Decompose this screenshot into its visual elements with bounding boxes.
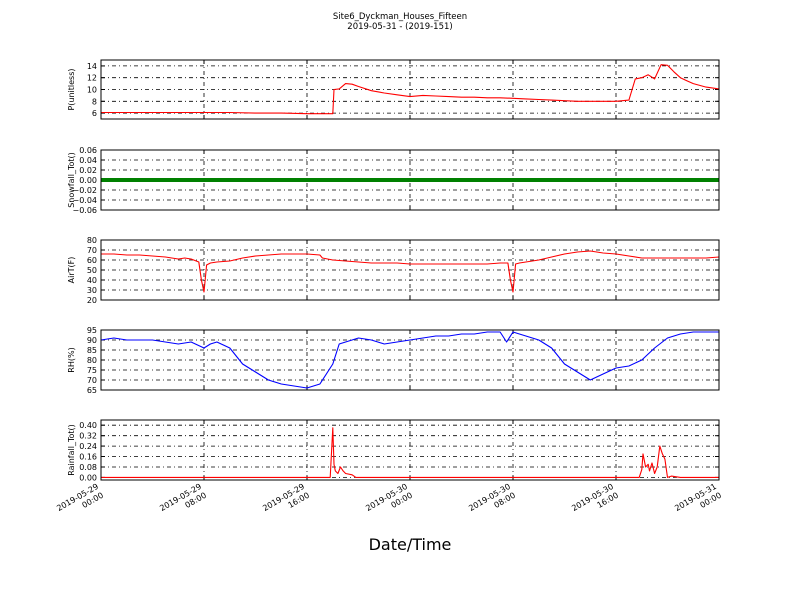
x-tick-label: 2019-05-3000:00 [364,482,414,522]
series-line-1 [101,64,720,115]
y-tick-label: 0.40 [79,421,97,430]
series-line-5 [101,427,719,478]
y-tick-label: 60 [87,256,97,265]
y-axis-label: RH(%) [67,347,76,372]
y-tick-label: 10 [87,86,97,95]
y-tick-label: 0.32 [79,432,97,441]
y-tick-label: 20 [87,296,97,305]
series-line-4 [100,331,719,389]
panel-1: 6 8 10 12 14 P(unitless) [67,59,720,120]
y-axis-label: AirT(F) [67,257,76,284]
x-tick-label: 2019-05-3008:00 [467,482,517,522]
y-tick-label: 70 [87,376,97,385]
y-tick-label: 90 [87,336,97,345]
y-tick-label: 0.08 [79,463,97,472]
axes-frame [100,149,720,211]
y-tick-label: −0.02 [72,186,97,195]
y-tick-label: 65 [87,386,97,395]
x-tick-label: 2019-05-3016:00 [570,482,620,522]
chart-panels: 68101214P(unitless)−0.06−0.04−0.020.000.… [67,59,720,482]
x-tick-label: 2019-05-3100:00 [673,482,723,522]
y-tick-label: 75 [87,366,97,375]
y-tick-label: 0.16 [79,453,97,462]
chart-title: Site6_Dyckman_Houses_Fifteen [333,12,467,22]
y-tick-label: 0.04 [79,156,97,165]
y-tick-label: 70 [87,246,97,255]
y-tick-label: 14 [87,62,97,71]
chart-subtitle: 2019-05-31 - (2019-151) [347,22,452,32]
y-tick-label: 0.24 [79,442,97,451]
y-tick-label: −0.04 [72,196,97,205]
axes-frame [100,59,720,120]
y-tick-label: 6 [92,109,97,118]
y-tick-label: 0.00 [79,473,97,482]
y-tick-label: 8 [92,97,97,106]
x-axis-label: Date/Time [369,535,452,554]
axes-frame [100,239,720,301]
x-tick-label: 2019-05-2908:00 [158,482,208,522]
y-tick-label: 0.00 [79,176,97,185]
y-axis-label: Snowfall_Tot() [67,152,76,208]
axes-frame [100,419,720,481]
y-tick-label: −0.06 [72,206,97,215]
y-axis-label: Rainfall_Tot() [67,424,76,476]
y-tick-label: 50 [87,266,97,275]
x-axis-ticks: 2019-05-2900:00 2019-05-2908:00 2019-05-29… [55,482,723,522]
y-tick-label: 0.02 [79,166,97,175]
y-tick-label: 12 [87,74,97,83]
y-tick-label: 0.06 [79,146,97,155]
series-line-3 [101,250,720,293]
y-tick-label: 80 [87,356,97,365]
y-tick-label: 85 [87,346,97,355]
y-tick-label: 30 [87,286,97,295]
y-tick-label: 80 [87,236,97,245]
axes-frame [100,329,720,391]
panel-2: −0.06−0.04−0.020.000.020.040.06Snowfall_… [67,146,720,215]
x-tick-label: 2019-05-2900:00 [55,482,105,522]
y-tick-label: 40 [87,276,97,285]
y-axis-label: P(unitless) [67,68,76,110]
y-tick-label: 95 [87,326,97,335]
x-tick-label: 2019-05-2916:00 [261,482,311,522]
